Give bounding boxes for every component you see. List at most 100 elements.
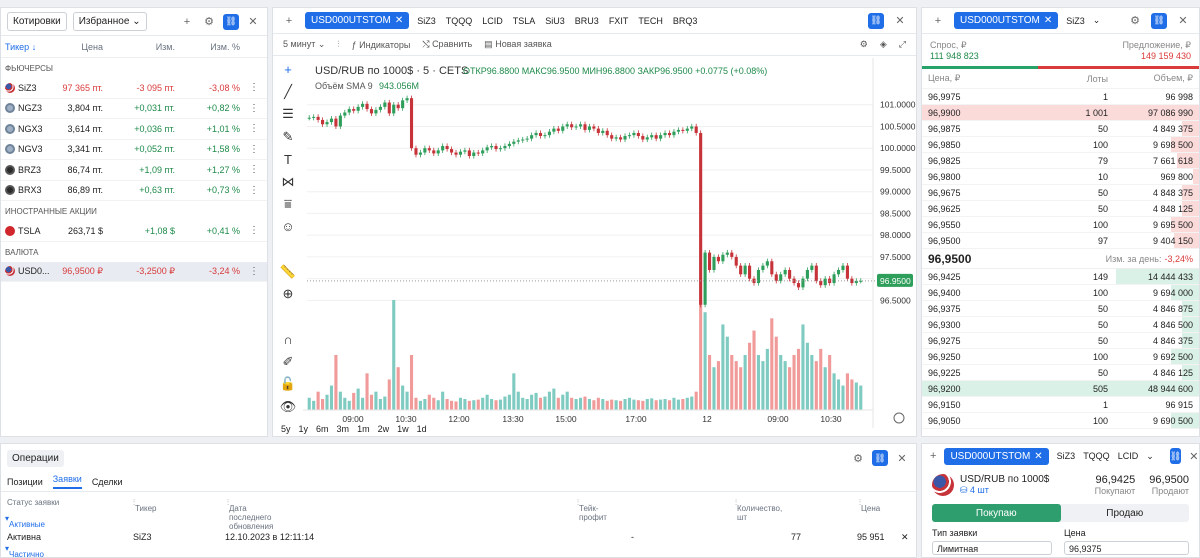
timeframe-5y[interactable]: 5y bbox=[281, 424, 291, 434]
add-tab-icon[interactable]: + bbox=[930, 450, 937, 462]
chart-tab-tqqq[interactable]: TQQQ bbox=[445, 15, 473, 26]
order-type-select[interactable]: Лимитная bbox=[932, 541, 1052, 555]
chevron-down-icon[interactable]: ⌄ bbox=[1092, 15, 1101, 25]
more-icon[interactable]: ⋮ bbox=[249, 164, 259, 176]
lock-drawing-icon[interactable]: ✐ bbox=[282, 353, 294, 369]
price-input[interactable]: 96,9375 bbox=[1064, 541, 1189, 555]
gear-icon[interactable]: ⚙ bbox=[1130, 15, 1140, 27]
group-active[interactable]: ▾ Активные bbox=[5, 514, 45, 529]
orderbook-level[interactable]: 96,9500 97 9 404 150 bbox=[922, 233, 1199, 249]
quote-row-ngz3[interactable]: NGZ3 3,804 пт. +0,031 пт. +0,82 % ⋮ bbox=[1, 99, 267, 119]
close-icon[interactable]: ✕ bbox=[1178, 15, 1188, 27]
chart-tab-tsla[interactable]: TSLA bbox=[512, 15, 536, 26]
chart-tab-active[interactable]: USD000UTSTOM ✕ bbox=[305, 12, 410, 29]
col-quantity[interactable]: ⫶ Количество, шт bbox=[735, 498, 783, 522]
quote-row-usd0[interactable]: USD0... 96,9500 ₽ -3,2500 ₽ -3,24 % ⋮ bbox=[1, 261, 267, 282]
orderbook-level[interactable]: 96,9825 79 7 661 618 bbox=[922, 153, 1199, 169]
timeframe-6m[interactable]: 6m bbox=[316, 424, 329, 434]
operations-title[interactable]: Операции bbox=[7, 449, 64, 467]
more-icon[interactable]: ⋮ bbox=[249, 184, 259, 196]
close-tab-icon[interactable]: ✕ bbox=[1043, 15, 1053, 26]
link-icon[interactable]: ⛓ bbox=[1151, 12, 1167, 29]
trendline-icon[interactable]: ╱ bbox=[284, 83, 292, 99]
orderbook-level[interactable]: 96,9975 1 96 998 bbox=[922, 89, 1199, 105]
link-icon[interactable]: ⛓ bbox=[223, 13, 239, 30]
orderbook-level[interactable]: 96,9225 50 4 846 125 bbox=[922, 365, 1199, 381]
close-icon[interactable]: ✕ bbox=[1189, 450, 1199, 463]
chevron-down-icon[interactable]: ⌄ bbox=[1146, 450, 1154, 461]
orderbook-tab-active[interactable]: USD000UTSTOM ✕ bbox=[954, 12, 1059, 29]
eye-icon[interactable]: 👁 bbox=[279, 398, 297, 414]
more-icon[interactable]: ⋮ bbox=[249, 143, 259, 155]
quote-row-ngx3[interactable]: NGX3 3,614 пт. +0,036 пт. +1,01 % ⋮ bbox=[1, 119, 267, 140]
orderbook-level[interactable]: 96,9150 1 96 915 bbox=[922, 397, 1199, 413]
quote-row-brz3[interactable]: BRZ3 86,74 пт. +1,09 пт. +1,27 % ⋮ bbox=[1, 160, 267, 181]
quote-row-tsla[interactable]: TSLA 263,71 $ +1,08 $ +0,41 % ⋮ bbox=[1, 221, 267, 242]
orderbook-level[interactable]: 96,9875 50 4 849 375 bbox=[922, 121, 1199, 137]
gear-icon[interactable]: ⚙ bbox=[859, 39, 868, 49]
cancel-order-icon[interactable]: ✕ bbox=[901, 532, 909, 542]
text-icon[interactable]: T bbox=[284, 151, 292, 167]
col-status[interactable]: Статус заявки bbox=[7, 498, 60, 507]
orderbook-level[interactable]: 96,9800 10 969 800 bbox=[922, 169, 1199, 185]
brush-icon[interactable]: ✎ bbox=[282, 128, 294, 144]
interval-select[interactable]: 5 минут ⌄ bbox=[283, 39, 326, 49]
col-change[interactable]: Изм. bbox=[155, 41, 175, 52]
close-tab-icon[interactable]: ✕ bbox=[1034, 450, 1043, 462]
col-price[interactable]: ⫶ Цена bbox=[859, 498, 881, 513]
list-selector[interactable]: Избранное ⌄ bbox=[72, 12, 147, 31]
link-icon[interactable]: ⛓ bbox=[1169, 448, 1182, 464]
orderbook-level[interactable]: 96,9550 100 9 695 500 bbox=[922, 217, 1199, 233]
new-order-button[interactable]: ▤ Новая заявка bbox=[484, 39, 552, 50]
chart-tab-bru3[interactable]: BRU3 bbox=[574, 15, 599, 26]
tab-positions[interactable]: Позиции bbox=[7, 476, 43, 487]
crosshair-icon[interactable]: + bbox=[284, 61, 292, 77]
compare-button[interactable]: ⤭ Сравнить bbox=[422, 39, 472, 50]
trade-tab-lcid[interactable]: LCID bbox=[1117, 451, 1139, 461]
buy-button[interactable]: Покупаю bbox=[932, 504, 1061, 522]
tab-trades[interactable]: Сделки bbox=[91, 476, 123, 487]
close-icon[interactable]: ✕ bbox=[895, 15, 905, 27]
orderbook-level[interactable]: 96,9425 149 14 444 433 bbox=[922, 269, 1199, 285]
col-ticker[interactable]: ⫶ Тикер bbox=[133, 498, 157, 513]
fib-icon[interactable]: ☰ bbox=[282, 106, 294, 122]
chart-tab-siu3[interactable]: SiU3 bbox=[545, 15, 565, 26]
quote-row-ngv3[interactable]: NGV3 3,341 пт. +0,052 пт. +1,58 % ⋮ bbox=[1, 140, 267, 160]
fullscreen-icon[interactable]: ⤢ bbox=[898, 39, 906, 49]
close-tab-icon[interactable]: ✕ bbox=[394, 15, 404, 26]
col-takeprofit[interactable]: ⫶ Тейк-профит bbox=[577, 498, 607, 522]
orderbook-level[interactable]: 96,9275 50 4 846 375 bbox=[922, 333, 1199, 349]
timeframe-1m[interactable]: 1m bbox=[357, 424, 370, 434]
trade-tab-active[interactable]: USD000UTSTOM ✕ bbox=[944, 447, 1049, 465]
timeframe-1w[interactable]: 1w bbox=[397, 424, 409, 434]
timeframe-3m[interactable]: 3m bbox=[336, 424, 350, 434]
close-icon[interactable]: ✕ bbox=[897, 452, 907, 465]
chart-tab-siz3[interactable]: SiZ3 bbox=[417, 15, 436, 26]
orderbook-level[interactable]: 96,9250 100 9 692 500 bbox=[922, 349, 1199, 365]
link-icon[interactable]: ⛓ bbox=[868, 12, 884, 29]
sell-button[interactable]: Продаю bbox=[1106, 507, 1144, 519]
chart-tab-lcid[interactable]: LCID bbox=[482, 15, 503, 26]
emoji-icon[interactable]: ☺ bbox=[281, 219, 295, 235]
orderbook-level[interactable]: 96,9400 100 9 694 000 bbox=[922, 285, 1199, 301]
col-ticker[interactable]: Тикер ↓ bbox=[1, 42, 61, 52]
chart-tab-brq3[interactable]: BRQ3 bbox=[672, 15, 698, 26]
add-tab-icon[interactable]: + bbox=[934, 14, 942, 27]
reset-zoom-icon[interactable] bbox=[893, 412, 905, 424]
add-tab-icon[interactable]: + bbox=[285, 14, 293, 27]
add-icon[interactable]: + bbox=[183, 15, 191, 28]
lock-icon[interactable]: 🔓 bbox=[279, 376, 297, 392]
magnet-icon[interactable]: ∩ bbox=[283, 331, 293, 347]
orderbook-level[interactable]: 96,9375 50 4 846 875 bbox=[922, 301, 1199, 317]
more-icon[interactable]: ⋮ bbox=[249, 102, 259, 114]
more-icon[interactable]: ⋮ bbox=[249, 82, 259, 94]
trade-tab-tqqq[interactable]: TQQQ bbox=[1083, 451, 1110, 461]
group-partial[interactable]: ▾ Частично исполненные bbox=[1, 542, 916, 557]
more-icon[interactable]: ⋮ bbox=[249, 265, 259, 277]
table-row[interactable]: Активна SiZ3 12.10.2023 в 12:11:14 - 77 … bbox=[1, 526, 916, 542]
price-chart[interactable]: 101.0000 100.5000 100.0000 99.5000 99.0000 98… bbox=[303, 58, 916, 428]
tab-orders[interactable]: Заявки bbox=[52, 474, 82, 489]
orderbook-level[interactable]: 96,9050 100 9 690 500 bbox=[922, 413, 1199, 429]
quotes-tab[interactable]: Котировки bbox=[7, 12, 67, 31]
candle-type-icon[interactable]: ⫶ bbox=[337, 39, 340, 49]
